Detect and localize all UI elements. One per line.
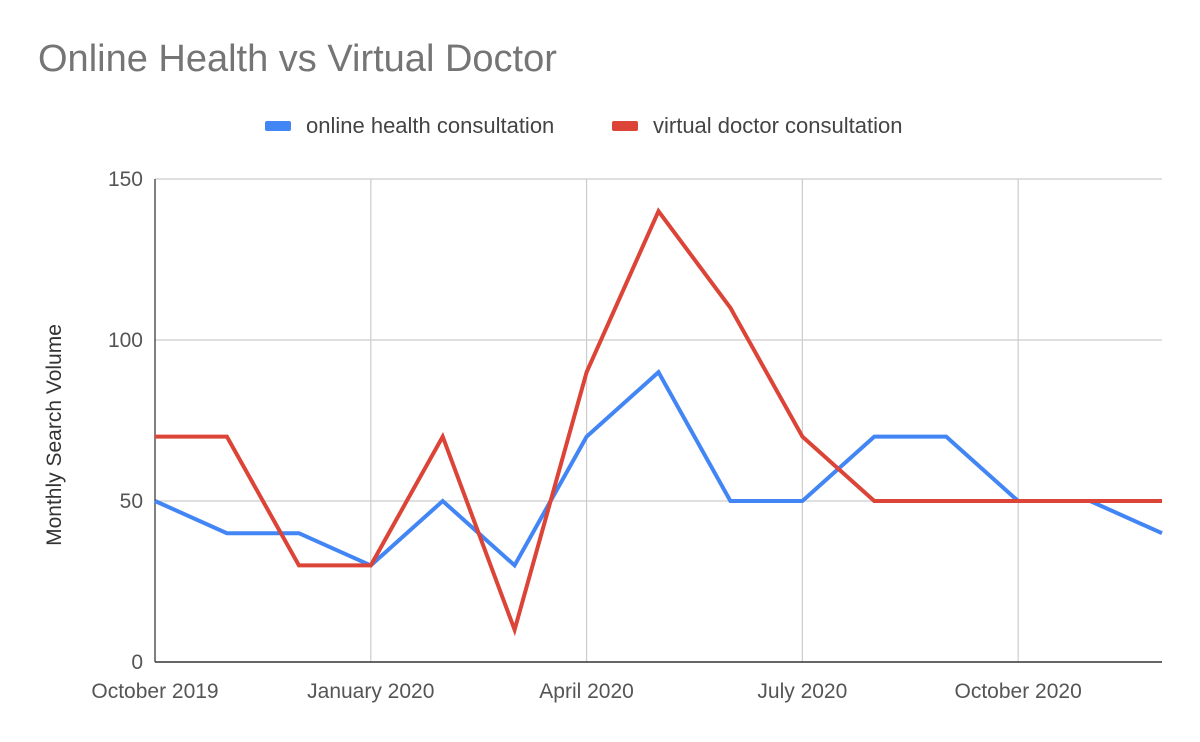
- series-lines: [154, 207, 1163, 637]
- y-tick-label: 150: [108, 168, 143, 191]
- legend-label: virtual doctor consultation: [653, 113, 902, 138]
- legend: online health consultation virtual doctor…: [265, 113, 902, 138]
- x-tick-label: October 2020: [955, 680, 1082, 703]
- legend-item: online health consultation: [265, 113, 554, 138]
- axes: 0 50 100 150 October 2019 January 2020 April 2…: [91, 168, 1162, 703]
- legend-label: online health consultation: [306, 113, 554, 138]
- series-line-virtual-doctor: [155, 207, 1162, 637]
- x-tick-label: July 2020: [757, 680, 847, 703]
- legend-swatch: [612, 121, 638, 131]
- legend-swatch: [265, 121, 291, 131]
- y-axis-label: Monthly Search Volume: [43, 324, 66, 546]
- x-tick-label: October 2019: [91, 680, 218, 703]
- legend-item: virtual doctor consultation: [612, 113, 902, 138]
- y-tick-label: 0: [131, 651, 143, 674]
- x-tick-label: April 2020: [539, 680, 634, 703]
- x-tick-label: January 2020: [307, 680, 434, 703]
- y-tick-label: 100: [108, 329, 143, 352]
- gridlines: [154, 178, 1162, 662]
- chart-title: Online Health vs Virtual Doctor: [38, 38, 557, 80]
- series-line-online-health: [154, 369, 1163, 569]
- y-tick-label: 50: [120, 490, 143, 513]
